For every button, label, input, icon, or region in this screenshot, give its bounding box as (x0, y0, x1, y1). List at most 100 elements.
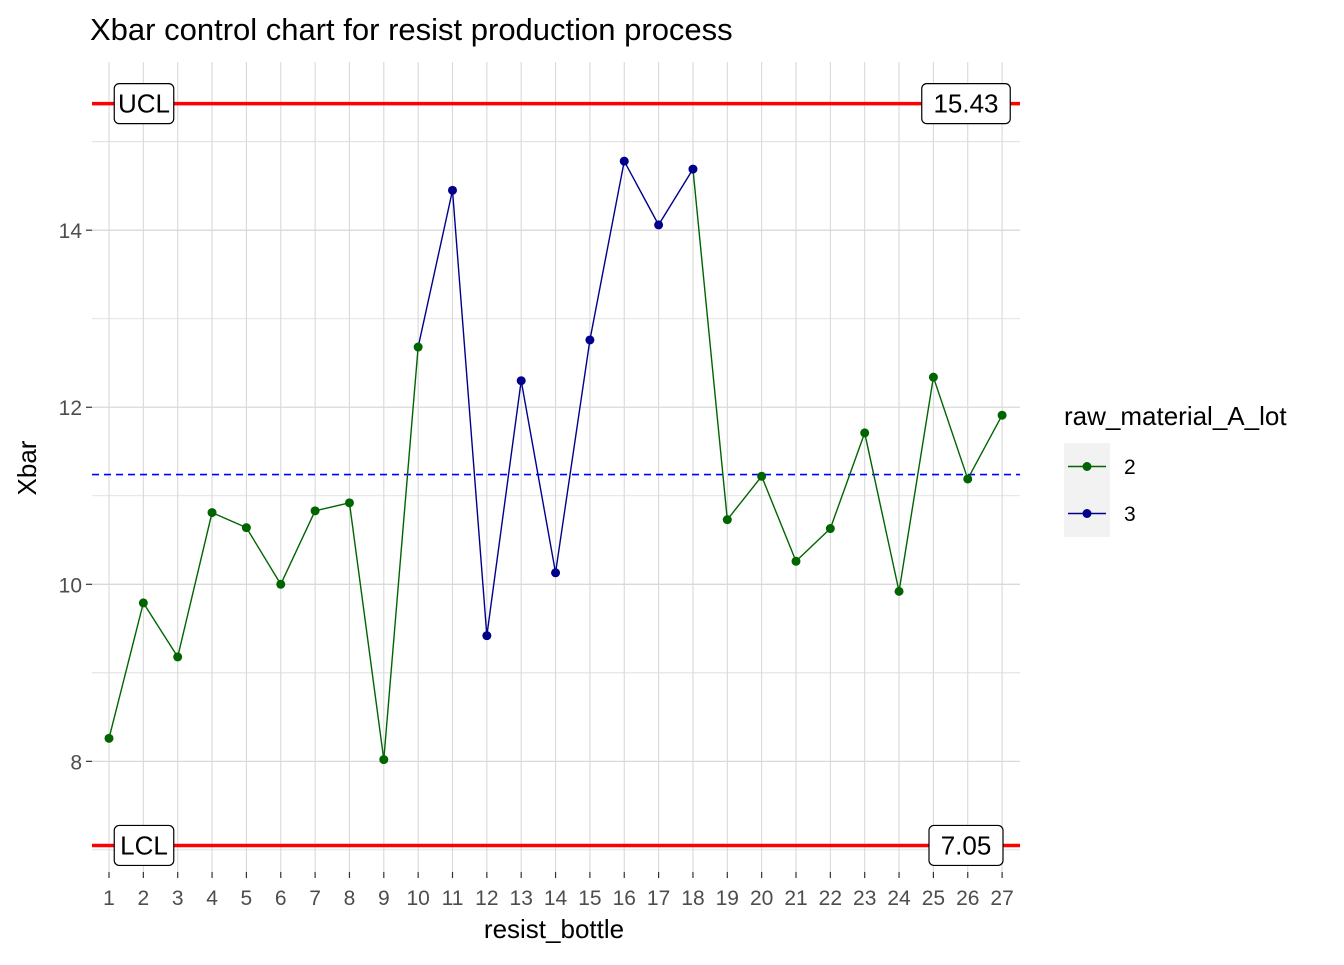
x-tick-label: 14 (544, 887, 568, 910)
data-point (619, 156, 629, 166)
series-segment (520, 380, 557, 573)
series-segment (314, 502, 350, 512)
data-point (138, 598, 148, 608)
legend-label: 2 (1124, 456, 1136, 479)
x-tick-label: 19 (716, 887, 739, 910)
series-segment (245, 527, 282, 585)
x-axis-title: resist_bottle (484, 914, 624, 944)
series-segment (658, 168, 694, 226)
series-segment (898, 377, 935, 592)
x-tick-label: 23 (853, 887, 876, 910)
data-point (860, 428, 870, 438)
series-segment (177, 512, 213, 658)
chart-title: Xbar control chart for resist production… (90, 12, 733, 47)
data-series (104, 156, 1007, 765)
x-tick-label: 15 (578, 887, 601, 910)
control-limits (92, 101, 1020, 848)
data-point (757, 471, 767, 481)
data-point (276, 579, 286, 589)
lcl-label-text: LCL (120, 830, 168, 860)
y-tick-label: 10 (59, 574, 82, 597)
data-point (379, 755, 389, 765)
legend-key-point (1082, 462, 1092, 471)
data-point (344, 498, 354, 508)
x-tick-label: 27 (990, 887, 1013, 910)
lcl-value-label: 7.05 (928, 824, 1004, 867)
data-point (104, 733, 114, 743)
x-tick-label: 6 (275, 887, 287, 910)
legend-label: 3 (1124, 503, 1136, 526)
legend-item: 2 (1064, 443, 1136, 490)
series-segment (486, 380, 522, 636)
series-segment (417, 190, 454, 348)
legend-item: 3 (1064, 490, 1136, 537)
x-tick-label: 18 (681, 887, 704, 910)
x-tick-label: 8 (344, 887, 356, 910)
series-segment (383, 346, 419, 760)
ucl-label: UCL (113, 83, 175, 125)
data-point (207, 508, 217, 518)
x-tick-label: 25 (922, 887, 945, 910)
x-tick-label: 10 (406, 887, 429, 910)
y-tick-label: 8 (70, 751, 82, 774)
ucl-label-text: UCL (118, 89, 170, 119)
data-point (413, 342, 423, 352)
axes: 1 2 3 4 5 6 7 8 9 10 11 12 13 14 15 16 17 18 19 20 21 22 23 24 2… (59, 220, 1014, 910)
y-axis-title: Xbar (12, 440, 42, 495)
x-tick-label: 5 (241, 887, 253, 910)
data-point (310, 506, 320, 516)
x-tick-label: 11 (442, 887, 464, 910)
y-tick-label: 14 (59, 220, 83, 243)
lcl-label-box (113, 824, 175, 867)
ucl-value-label-text: 15.43 (933, 89, 998, 119)
x-tick-label: 13 (510, 887, 533, 910)
ucl-label-box (113, 83, 175, 125)
x-tick-label: 12 (475, 887, 498, 910)
grid (92, 62, 1020, 872)
data-point (241, 523, 251, 533)
legend: raw_material_A_lot 2 3 (1064, 401, 1287, 537)
series-segment (280, 510, 316, 585)
x-tick-label: 22 (819, 887, 842, 910)
legend-key-point (1082, 509, 1092, 518)
x-tick-label: 21 (784, 887, 807, 910)
x-tick-label: 4 (206, 887, 218, 910)
x-tick-label: 17 (647, 887, 670, 910)
series-segment (108, 602, 145, 739)
data-point (825, 524, 835, 534)
data-point (585, 335, 595, 345)
x-tick-label: 2 (138, 887, 150, 910)
series-segment (864, 432, 900, 592)
data-point (551, 568, 561, 578)
data-point (997, 410, 1007, 420)
lcl-value-label-box (928, 824, 1004, 867)
data-point (516, 376, 526, 386)
series-segment (932, 376, 969, 480)
x-tick-label: 24 (887, 887, 911, 910)
series-segment (692, 169, 728, 520)
lcl-label: LCL (113, 824, 175, 867)
series-segment (554, 339, 591, 573)
x-tick-label: 9 (378, 887, 390, 910)
x-tick-label: 26 (956, 887, 979, 910)
x-tick-label: 3 (172, 887, 184, 910)
series-segment (795, 528, 831, 562)
series-segment (142, 602, 179, 658)
series-segment (451, 190, 488, 636)
series-segment (967, 414, 1003, 480)
data-point (963, 474, 973, 484)
limit-labels: UCL 15.43 LCL 7.05 (113, 83, 1011, 867)
series-segment (829, 432, 866, 529)
x-tick-label: 20 (750, 887, 773, 910)
data-point (722, 515, 732, 525)
data-point (791, 556, 801, 566)
data-point (688, 164, 698, 174)
x-tick-label: 7 (309, 887, 321, 910)
y-tick-label: 12 (59, 397, 82, 420)
data-point (894, 586, 904, 596)
data-point (448, 185, 457, 195)
series-segment (589, 161, 625, 341)
legend-title: raw_material_A_lot (1064, 401, 1287, 431)
